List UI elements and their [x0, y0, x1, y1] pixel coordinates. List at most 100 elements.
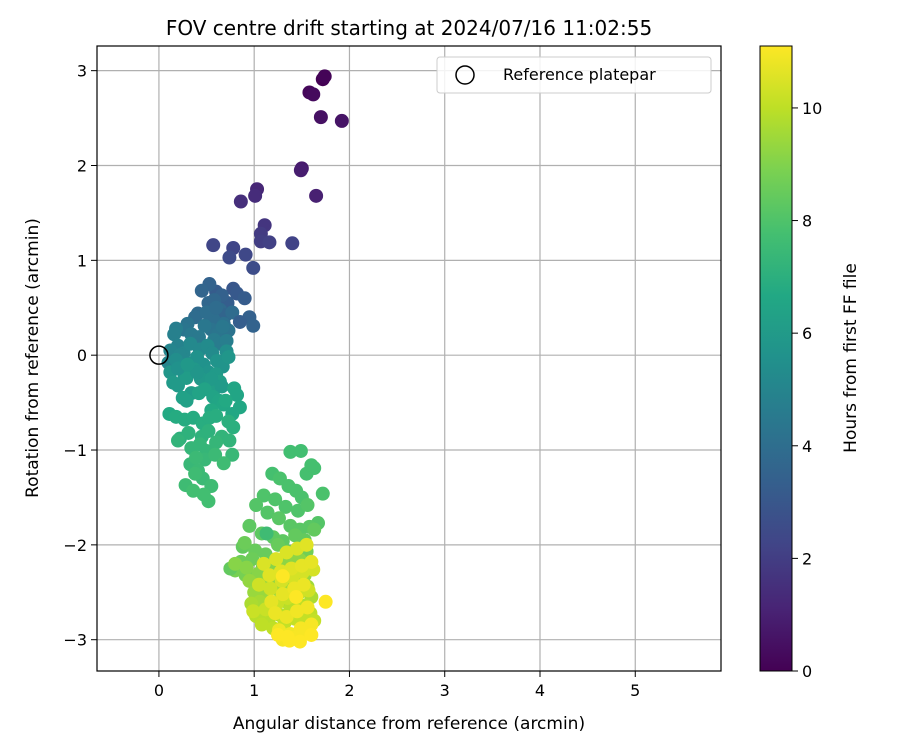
colorbar-label: Hours from first FF file: [841, 263, 861, 453]
data-point: [262, 568, 277, 583]
y-tick-label: −3: [63, 631, 87, 650]
data-point: [219, 333, 234, 348]
colorbar-tick-label: 0: [802, 662, 812, 681]
data-point: [318, 594, 333, 609]
data-point: [268, 492, 283, 507]
data-point: [254, 617, 269, 632]
data-point: [307, 522, 322, 537]
data-points: [149, 69, 349, 649]
data-point: [300, 600, 315, 615]
y-tick-label: 1: [77, 251, 87, 270]
data-point: [179, 370, 194, 385]
data-point: [214, 379, 229, 394]
colorbar-tick-label: 8: [802, 212, 812, 231]
data-point: [317, 69, 332, 84]
data-point: [300, 498, 315, 513]
data-point: [309, 188, 324, 203]
y-tick-label: −2: [63, 536, 87, 555]
colorbar-gradient: [759, 45, 793, 672]
data-point: [180, 357, 195, 372]
data-point: [196, 487, 211, 502]
data-point: [237, 535, 252, 550]
data-point: [246, 318, 261, 333]
data-point: [237, 291, 252, 306]
data-point: [230, 388, 245, 403]
data-point: [304, 458, 319, 473]
legend-label: Reference platepar: [503, 65, 656, 84]
data-point: [209, 408, 224, 423]
data-point: [194, 283, 209, 298]
chart-title: FOV centre drift starting at 2024/07/16 …: [166, 16, 652, 40]
colorbar-ticks: 0 2 4 6 8 10: [792, 99, 822, 681]
x-tick-label: 4: [535, 681, 545, 700]
data-point: [256, 488, 271, 503]
data-point: [264, 594, 279, 609]
reference-platepar-marker: [149, 345, 169, 365]
y-axis-label: Rotation from reference (arcmin): [23, 218, 43, 498]
x-tick-label: 3: [440, 681, 450, 700]
data-point: [293, 443, 308, 458]
data-point: [304, 627, 319, 642]
data-point: [251, 577, 266, 592]
x-tick-label: 1: [249, 681, 259, 700]
data-point: [263, 581, 278, 596]
data-point: [222, 433, 237, 448]
data-point: [190, 365, 205, 380]
legend: Reference platepar: [436, 56, 712, 94]
y-tick-label: 2: [77, 156, 87, 175]
data-point: [239, 560, 254, 575]
x-axis-ticks: 0 1 2 3 4 5: [154, 671, 640, 700]
colorbar-tick-label: 4: [802, 437, 812, 456]
data-point: [262, 235, 277, 250]
data-point: [313, 110, 328, 125]
data-point: [188, 466, 203, 481]
y-axis-ticks: −3 −2 −1 0 1 2 3: [63, 62, 97, 650]
data-point: [232, 314, 247, 329]
data-point: [170, 433, 185, 448]
x-tick-label: 0: [154, 681, 164, 700]
data-point: [238, 247, 253, 262]
data-point: [275, 569, 290, 584]
data-point: [215, 319, 230, 334]
plot-frame: [96, 45, 722, 672]
data-point: [260, 505, 275, 520]
legend-box: [436, 56, 712, 94]
data-point: [225, 447, 240, 462]
data-point: [209, 300, 224, 315]
data-point: [206, 238, 221, 253]
data-point: [299, 537, 314, 552]
x-axis-label: Angular distance from reference (arcmin): [233, 714, 585, 734]
x-tick-label: 5: [630, 681, 640, 700]
data-point: [197, 318, 212, 333]
data-point: [256, 556, 271, 571]
data-point: [208, 447, 223, 462]
data-point: [228, 556, 243, 571]
data-point: [280, 629, 295, 644]
data-point: [204, 371, 219, 386]
legend-marker-icon: [455, 65, 475, 85]
data-point: [315, 486, 330, 501]
data-point: [222, 250, 237, 265]
data-point: [226, 420, 241, 435]
y-tick-label: −1: [63, 441, 87, 460]
data-point: [242, 518, 257, 533]
data-point: [189, 450, 204, 465]
x-tick-label: 2: [344, 681, 354, 700]
data-point: [233, 194, 248, 209]
data-point: [209, 435, 224, 450]
data-point: [249, 498, 264, 513]
data-point: [289, 590, 304, 605]
data-point: [304, 554, 319, 569]
data-point: [278, 499, 293, 514]
data-point: [334, 113, 349, 128]
data-point: [167, 327, 182, 342]
data-point: [218, 393, 233, 408]
data-point: [275, 587, 290, 602]
data-point: [246, 260, 261, 275]
colorbar-tick-label: 10: [802, 99, 822, 118]
colorbar-tick-label: 6: [802, 324, 812, 343]
data-point: [216, 456, 231, 471]
y-tick-label: 0: [77, 346, 87, 365]
data-point: [259, 526, 274, 541]
